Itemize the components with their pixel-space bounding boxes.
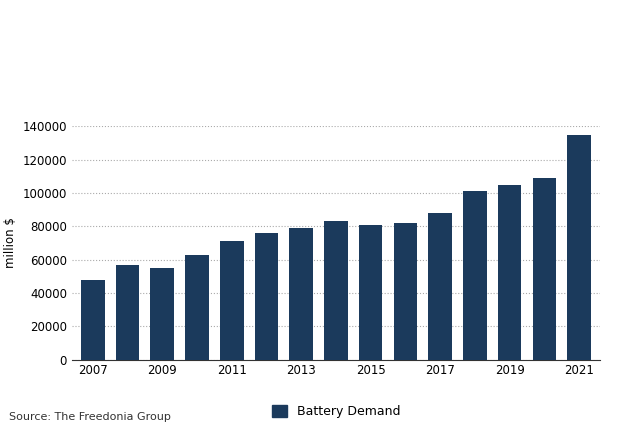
- Bar: [428, 213, 452, 360]
- Bar: [359, 225, 382, 360]
- Bar: [185, 255, 209, 360]
- Bar: [498, 184, 521, 360]
- Bar: [324, 221, 348, 360]
- Bar: [289, 228, 313, 360]
- Text: Freedonia: Freedonia: [506, 96, 579, 109]
- Bar: [463, 191, 487, 360]
- Bar: [532, 178, 556, 360]
- Bar: [116, 265, 139, 360]
- Bar: [220, 241, 244, 360]
- Bar: [81, 279, 104, 360]
- Legend: Battery Demand: Battery Demand: [267, 400, 405, 423]
- Bar: [394, 223, 418, 360]
- Bar: [568, 134, 591, 360]
- Text: Source: The Freedonia Group: Source: The Freedonia Group: [9, 412, 171, 422]
- Bar: [151, 268, 174, 360]
- Y-axis label: million $: million $: [4, 217, 17, 268]
- Bar: [254, 233, 278, 360]
- Text: Annual Global Battery Demand,
2007 – 2021
(million dollars): Annual Global Battery Demand, 2007 – 202…: [9, 6, 231, 56]
